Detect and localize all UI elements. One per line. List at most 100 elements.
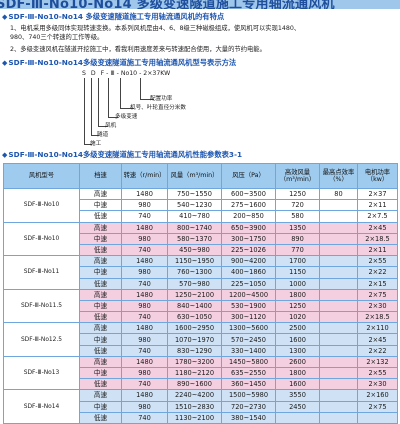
table-cell: 2×18.5: [357, 232, 398, 245]
table-row: SDF-Ⅲ-No10 高速 1480 800~1740 650~3900 1350 2×45: [3, 221, 398, 257]
table-row: 中速 980 1180~2120 635~2550 1800 2×55: [4, 366, 398, 380]
table-cell: [319, 378, 358, 391]
table-cell: 570~980: [167, 277, 222, 290]
performance-table: 风机型号 档速 转速（r/min） 风量（m³/min） 风压（Pa） 高效风量…: [3, 163, 398, 424]
table-cell: [319, 243, 358, 257]
table-cell: 380~1540: [221, 411, 276, 424]
table-row: 低速 740 410~780 200~850 580 2×7.5: [4, 210, 398, 223]
table-cell: 低速: [79, 311, 122, 324]
table-cell: 830~1290: [167, 344, 222, 357]
table-cell: 720: [275, 199, 320, 212]
table-cell: [357, 411, 398, 424]
table-row: 中速 980 840~1400 530~1900 1250 2×30: [4, 299, 398, 313]
table-cell: 740: [121, 210, 168, 223]
diagram-line: [140, 99, 154, 100]
table-row: 中速 980 540~1230 275~1600 720 2×11: [4, 199, 398, 212]
table-row: SDF-Ⅲ-No14 高速 1480 2240~4200 1500~5980 3550 2×…: [3, 389, 398, 424]
table-cell: 1500~5980: [221, 389, 276, 402]
table-cell: 高速: [79, 187, 122, 201]
table-cell: 1480: [121, 255, 168, 268]
feature-paragraph-1a: 1、电机采用多级同体实现转速变换。本系列风机是由4、6、8级三种磁极组成，使风机…: [10, 25, 301, 32]
table-cell: 1150~1950: [167, 255, 222, 268]
table-row: SDF-Ⅲ-No12.5 高速 1480 1600~2950 1300~5600 2500…: [3, 322, 398, 357]
header-gear: 档速: [79, 163, 122, 189]
label-fan: 风机: [105, 123, 117, 129]
table-cell: 1480: [121, 221, 168, 234]
table-cell: 2×132: [357, 355, 398, 369]
code-part-dash3: -: [139, 70, 142, 77]
model-cell: SDF-Ⅲ-No10: [3, 188, 80, 223]
table-cell: 高速: [79, 255, 122, 268]
table-row: 低速 740 630~1050 300~1120 1020 2×18.5: [4, 311, 398, 324]
model-code-string: S D F - Ⅲ - No10 - 2×37KW: [82, 70, 170, 77]
table-cell: 80: [319, 187, 358, 201]
table-cell: 225~1026: [221, 243, 276, 257]
table-cell: 300~1120: [221, 311, 276, 324]
table-cell: 2×11: [357, 243, 398, 257]
table-cell: 中速: [79, 266, 122, 279]
bullet-icon: ◆: [2, 13, 8, 21]
table-cell: 275~1600: [221, 199, 276, 212]
diagram-line: [120, 108, 134, 109]
table-cell: [275, 411, 320, 424]
table-cell: 1250: [275, 299, 320, 313]
diagram-line: [91, 135, 99, 136]
table-header-row: 风机型号 档速 转速（r/min） 风量（m³/min） 风压（Pa） 高效风量…: [3, 163, 398, 189]
table-heading: ◆SDF-Ⅲ-No10-No14多级变速隧道施工专用轴流通风机性能参数表3-1: [0, 150, 400, 160]
table-cell: [319, 288, 358, 301]
diagram-line: [84, 78, 85, 144]
table-cell: 低速: [79, 411, 122, 424]
table-cell: 330~1400: [221, 344, 276, 357]
table-cell: [319, 232, 358, 245]
table-cell: 580: [275, 210, 320, 223]
table-cell: 410~780: [167, 210, 222, 223]
features-heading: ◆SDF-Ⅲ-No10-No14 多级变速隧道施工专用轴流通风机的有特点: [0, 12, 400, 22]
model-cell: SDF-Ⅲ-No13: [3, 355, 80, 391]
table-cell: 200~850: [221, 210, 276, 223]
table-cell: 1250~2100: [167, 288, 222, 301]
table-cell: 低速: [79, 277, 122, 290]
table-cell: 1070~1970: [167, 333, 222, 346]
table-cell: 890: [275, 232, 320, 245]
table-cell: 高速: [79, 288, 122, 301]
table-cell: [319, 366, 358, 380]
table-row: 低速 740 890~1600 360~1450 1600 2×30: [4, 378, 398, 391]
table-cell: 580~1370: [167, 232, 222, 245]
table-cell: 540~1230: [167, 199, 222, 212]
table-cell: 980: [121, 299, 168, 313]
table-cell: 900~4200: [221, 255, 276, 268]
header-model: 风机型号: [3, 163, 80, 189]
code-part-dash: -: [106, 70, 109, 77]
table-cell: [319, 322, 358, 335]
table-cell: 中速: [79, 299, 122, 313]
top-banner: SDF-Ⅲ-No10-No14 多级变速隧道施工专用轴流通风机: [0, 0, 400, 9]
table-cell: 650~3900: [221, 221, 276, 234]
table-cell: 中速: [79, 199, 122, 212]
table-cell: 980: [121, 199, 168, 212]
model-cell: SDF-Ⅲ-No10: [3, 221, 80, 257]
code-part-dash2: -: [116, 70, 119, 77]
code-part-number: No10: [120, 70, 138, 77]
model-cell: SDF-Ⅲ-No11.5: [3, 288, 80, 324]
diagram-line: [120, 78, 121, 108]
table-cell: [319, 344, 358, 357]
table-cell: [319, 411, 358, 424]
bullet-icon: ◆: [2, 151, 8, 159]
header-speed: 转速（r/min）: [121, 163, 168, 189]
table-cell: 低速: [79, 243, 122, 257]
table-cell: 2×7.5: [357, 210, 398, 223]
table-cell: 740: [121, 378, 168, 391]
table-body: SDF-Ⅲ-No10 高速 1480 750~1550 600~3500 1250 80 2×…: [3, 187, 398, 424]
table-cell: 2×75: [357, 288, 398, 301]
table-cell: 980: [121, 232, 168, 245]
header-pressure: 风压（Pa）: [221, 163, 276, 189]
table-cell: [319, 299, 358, 313]
table-cell: 980: [121, 333, 168, 346]
table-cell: 2×55: [357, 366, 398, 380]
code-part-f: F: [100, 70, 105, 77]
code-part-roman: Ⅲ: [110, 70, 115, 77]
header-max-eff: 最高点效率（%）: [319, 163, 358, 189]
table-cell: 600~3500: [221, 187, 276, 201]
label-construction: 施工: [90, 141, 102, 147]
table-cell: 450~980: [167, 243, 222, 257]
